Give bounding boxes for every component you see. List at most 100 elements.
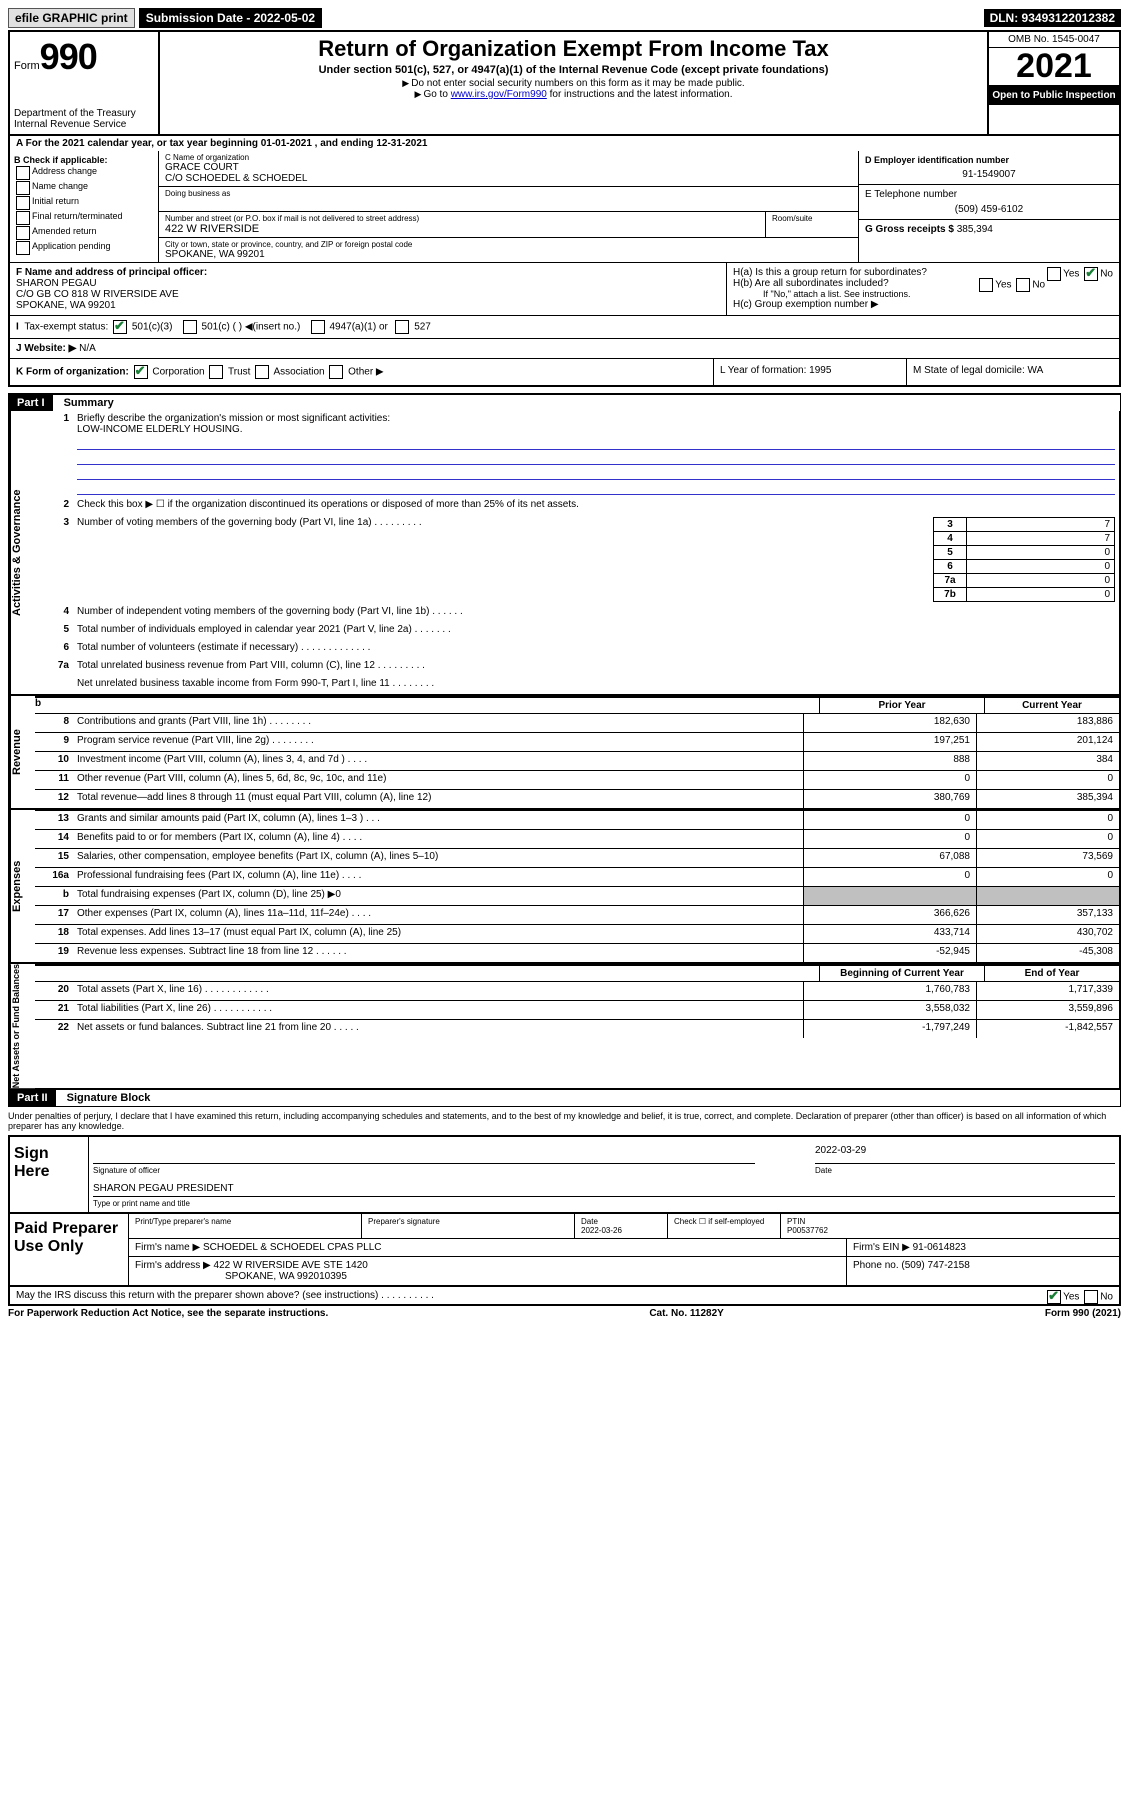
city-value: SPOKANE, WA 99201 xyxy=(165,249,852,260)
chk-amended[interactable] xyxy=(16,226,30,240)
sidebar-net: Net Assets or Fund Balances xyxy=(10,964,35,1088)
ein-value: 91-1549007 xyxy=(865,169,1113,180)
box-h: H(a) Is this a group return for subordin… xyxy=(726,263,1119,315)
form-header: Form990 Department of the Treasury Inter… xyxy=(8,30,1121,136)
officer-name: SHARON PEGAU xyxy=(16,278,720,289)
open-inspection: Open to Public Inspection xyxy=(989,86,1119,105)
hb-label: H(b) Are all subordinates included? xyxy=(733,278,889,289)
data-line: 15Salaries, other compensation, employee… xyxy=(35,848,1119,867)
form-number: Form990 xyxy=(14,36,154,78)
chk-ha-no[interactable] xyxy=(1084,267,1098,281)
firm-addr2: SPOKANE, WA 992010395 xyxy=(135,1271,840,1282)
name-title-label: Type or print name and title xyxy=(93,1199,1115,1208)
efile-label: efile GRAPHIC print xyxy=(8,8,135,28)
box-b: B Check if applicable: Address change Na… xyxy=(10,151,159,262)
chk-4947[interactable] xyxy=(311,320,325,334)
chk-501c[interactable] xyxy=(183,320,197,334)
dept-treasury: Department of the Treasury xyxy=(14,108,154,119)
chk-corp[interactable] xyxy=(134,365,148,379)
data-line: 21Total liabilities (Part X, line 26) . … xyxy=(35,1000,1119,1019)
org-name-1: GRACE COURT xyxy=(165,162,852,173)
row-j: J Website: ▶ N/A xyxy=(10,339,727,358)
footer-right: Form 990 (2021) xyxy=(1045,1308,1121,1319)
omb-number: OMB No. 1545-0047 xyxy=(989,32,1119,48)
part1-title: Summary xyxy=(56,395,122,411)
col-current: Current Year xyxy=(984,698,1119,713)
chk-name[interactable] xyxy=(16,181,30,195)
col-prior: Prior Year xyxy=(819,698,984,713)
sign-date: 2022-03-29 xyxy=(815,1143,1115,1164)
chk-hb-no[interactable] xyxy=(1016,278,1030,292)
chk-final[interactable] xyxy=(16,211,30,225)
chk-ha-yes[interactable] xyxy=(1047,267,1061,281)
data-line: 11Other revenue (Part VIII, column (A), … xyxy=(35,770,1119,789)
tax-year: 2021 xyxy=(989,48,1119,86)
chk-527[interactable] xyxy=(395,320,409,334)
suite-label: Room/suite xyxy=(772,214,852,223)
org-name-label: C Name of organization xyxy=(165,153,852,162)
box-c: C Name of organization GRACE COURT C/O S… xyxy=(159,151,858,262)
sidebar-governance: Activities & Governance xyxy=(10,411,35,694)
irs-link[interactable]: www.irs.gov/Form990 xyxy=(451,89,547,100)
chk-501c3[interactable] xyxy=(113,320,127,334)
self-emp-hdr: Check ☐ if self-employed xyxy=(668,1214,781,1238)
year-formation: L Year of formation: 1995 xyxy=(713,359,906,385)
col-beginning: Beginning of Current Year xyxy=(819,966,984,981)
irs-label: Internal Revenue Service xyxy=(14,119,154,130)
firm-name-label: Firm's name ▶ xyxy=(135,1242,200,1253)
box-de: D Employer identification number 91-1549… xyxy=(858,151,1119,262)
street-label: Number and street (or P.O. box if mail i… xyxy=(165,214,759,223)
firm-ein: 91-0614823 xyxy=(913,1242,966,1253)
form-subtitle: Under section 501(c), 527, or 4947(a)(1)… xyxy=(168,64,979,76)
gov-line: Net unrelated business taxable income fr… xyxy=(35,676,1119,694)
firm-phone-label: Phone no. xyxy=(853,1260,899,1271)
paid-preparer-label: Paid Preparer Use Only xyxy=(10,1214,129,1285)
q2: Check this box ▶ ☐ if the organization d… xyxy=(73,497,1119,515)
website-value: N/A xyxy=(79,343,96,354)
box-b-label: B Check if applicable: xyxy=(14,155,154,165)
data-line: 14Benefits paid to or for members (Part … xyxy=(35,829,1119,848)
chk-discuss-no[interactable] xyxy=(1084,1290,1098,1304)
gross-label: G Gross receipts $ xyxy=(865,224,954,235)
h-note: If "No," attach a list. See instructions… xyxy=(733,289,1113,299)
row-i: I Tax-exempt status: 501(c)(3) 501(c) ( … xyxy=(10,316,727,338)
phone-label: E Telephone number xyxy=(865,189,1113,200)
box-f: F Name and address of principal officer:… xyxy=(10,263,726,315)
firm-name: SCHOEDEL & SCHOEDEL CPAS PLLC xyxy=(203,1242,382,1253)
dba-label: Doing business as xyxy=(165,189,852,198)
street-value: 422 W RIVERSIDE xyxy=(165,223,759,235)
chk-other[interactable] xyxy=(329,365,343,379)
phone-value: (509) 459-6102 xyxy=(865,204,1113,215)
chk-discuss-yes[interactable] xyxy=(1047,1290,1061,1304)
firm-addr1: 422 W RIVERSIDE AVE STE 1420 xyxy=(214,1260,368,1271)
dln: DLN: 93493122012382 xyxy=(984,9,1121,27)
prep-name-hdr: Print/Type preparer's name xyxy=(129,1214,362,1238)
form-title: Return of Organization Exempt From Incom… xyxy=(168,36,979,62)
data-line: 9Program service revenue (Part VIII, lin… xyxy=(35,732,1119,751)
firm-phone: (509) 747-2158 xyxy=(901,1260,969,1271)
submission-date: Submission Date - 2022-05-02 xyxy=(139,8,322,28)
sidebar-expenses: Expenses xyxy=(10,810,35,962)
hc-label: H(c) Group exemption number ▶ xyxy=(733,299,1113,310)
part2-header: Part II xyxy=(9,1090,56,1106)
chk-pending[interactable] xyxy=(16,241,30,255)
gross-value: 385,394 xyxy=(957,224,993,235)
state-domicile: M State of legal domicile: WA xyxy=(906,359,1119,385)
data-line: 16aProfessional fundraising fees (Part I… xyxy=(35,867,1119,886)
chk-hb-yes[interactable] xyxy=(979,278,993,292)
sig-officer-label: Signature of officer xyxy=(93,1166,755,1175)
prep-date-hdr: Date xyxy=(581,1217,598,1226)
footer-left: For Paperwork Reduction Act Notice, see … xyxy=(8,1308,328,1319)
chk-address[interactable] xyxy=(16,166,30,180)
firm-ein-label: Firm's EIN ▶ xyxy=(853,1242,910,1253)
chk-trust[interactable] xyxy=(209,365,223,379)
signer-name: SHARON PEGAU PRESIDENT xyxy=(93,1181,1115,1197)
city-label: City or town, state or province, country… xyxy=(165,240,852,249)
firm-addr-label: Firm's address ▶ xyxy=(135,1260,211,1271)
chk-assoc[interactable] xyxy=(255,365,269,379)
officer-addr2: SPOKANE, WA 99201 xyxy=(16,300,720,311)
col-end: End of Year xyxy=(984,966,1119,981)
chk-initial[interactable] xyxy=(16,196,30,210)
penalties-text: Under penalties of perjury, I declare th… xyxy=(8,1111,1121,1131)
prep-date: 2022-03-26 xyxy=(581,1226,622,1235)
